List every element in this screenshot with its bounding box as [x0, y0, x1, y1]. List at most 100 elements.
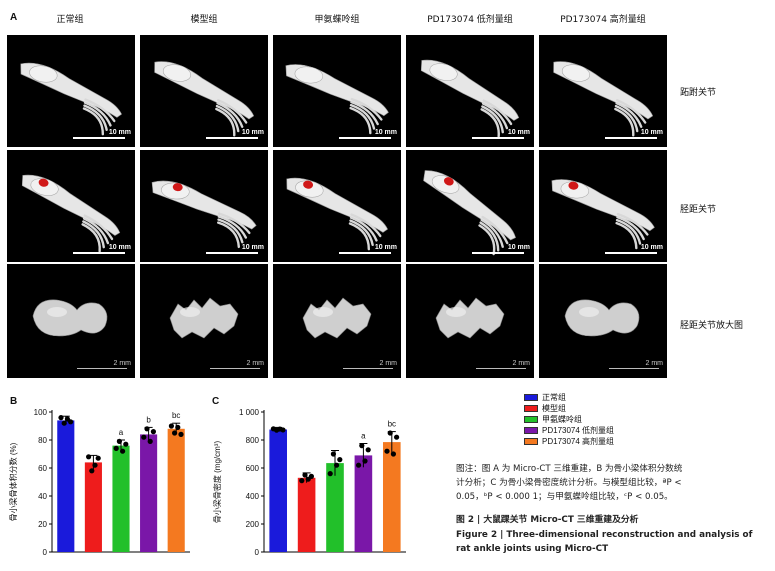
panel-a-letter: A: [10, 12, 18, 23]
figure-note-line-3: 0.05，ᵇP < 0.000 1；与甲氨蝶呤组比较，ᶜP < 0.05。: [456, 492, 673, 502]
bar-4: [140, 434, 158, 552]
figure-title-en-1: Figure 2 | Three-dimensional reconstruct…: [456, 530, 753, 540]
y-tick-label: 400: [246, 492, 260, 501]
scale-bar-label: 2 mm: [113, 360, 132, 367]
figure-title-cn: 图 2 | 大鼠踝关节 Micro-CT 三维重建及分析: [456, 515, 639, 525]
y-tick-label: 0: [255, 548, 260, 557]
figure-note: 图注：图 A 为 Micro-CT 三维重建，B 为骨小梁体积分数统 计分析；C…: [456, 462, 766, 504]
data-point: [58, 415, 64, 421]
scale-bar: [476, 368, 526, 369]
ct-image-model-row-3: 2 mm: [140, 264, 268, 378]
figure-note-line-1: 图注：图 A 为 Micro-CT 三维重建，B 为骨小梁体积分数统: [456, 464, 683, 474]
data-point: [116, 438, 122, 444]
data-point: [365, 447, 371, 453]
ct-image-mtx-row-1: 10 mm: [273, 35, 401, 147]
scale-bar-label: 10 mm: [108, 129, 131, 136]
ct-image-pd-high-row-2: 10 mm: [539, 150, 667, 262]
scale-bar-label: 10 mm: [507, 244, 530, 251]
data-point: [308, 473, 314, 479]
scale-bar: [73, 137, 125, 139]
bar-5: [167, 428, 185, 552]
bar-2: [84, 462, 102, 552]
bar-1: [57, 420, 75, 552]
significance-label: b: [146, 415, 151, 424]
y-tick-label: 20: [38, 520, 47, 529]
ct-image-pd-low-row-1: 10 mm: [406, 35, 534, 147]
bar-5: [382, 442, 401, 552]
data-point: [123, 441, 129, 447]
data-point: [92, 462, 98, 468]
scale-bar: [339, 137, 391, 139]
scale-bar: [206, 252, 258, 254]
row-label-tarsometatarsal: 跖跗关节: [680, 88, 717, 98]
scale-bar-label: 10 mm: [640, 244, 663, 251]
y-tick-label: 40: [38, 492, 47, 501]
significance-label: a: [361, 432, 366, 441]
significance-label: a: [119, 428, 124, 437]
lesion-marker: [172, 183, 183, 192]
legend-item-mtx: 甲氨蝶呤组: [524, 414, 582, 424]
ct-image-normal-row-3: 2 mm: [7, 264, 135, 378]
data-point: [95, 455, 101, 461]
data-point: [120, 448, 126, 454]
figure-title-en-2: rat ankle joints using Micro-CT: [456, 544, 609, 554]
scale-bar: [343, 368, 393, 369]
scale-bar: [605, 252, 657, 254]
y-tick-label: 0: [43, 548, 48, 557]
data-point: [280, 427, 286, 433]
y-axis-label: 骨小梁骨体积分数 (%): [8, 442, 18, 521]
scale-bar: [73, 252, 125, 254]
scale-bar: [472, 252, 524, 254]
lesion-marker: [443, 177, 454, 186]
data-point: [390, 451, 396, 457]
ct-image-model-row-1: 10 mm: [140, 35, 268, 147]
bar-3: [112, 445, 130, 552]
data-point: [394, 434, 400, 440]
significance-label: bc: [388, 420, 396, 429]
scale-bar-label: 10 mm: [108, 244, 131, 251]
ct-image-pd-low-row-3: 2 mm: [406, 264, 534, 378]
significance-label: bc: [172, 411, 180, 420]
ct-image-mtx-row-3: 2 mm: [273, 264, 401, 378]
scale-bar-label: 10 mm: [241, 129, 264, 136]
data-point: [302, 472, 308, 478]
data-point: [175, 424, 181, 430]
chart-bone-volume-fraction: 0 20 40 60 80 100 骨小梁骨体积分数 (%) a b bc: [8, 408, 190, 557]
ct-image-pd-low-row-2: 10 mm: [406, 150, 534, 262]
row-label-tibiotalar-zoom: 胫距关节放大图: [680, 321, 744, 331]
scale-bar: [339, 252, 391, 254]
scale-bar: [210, 368, 260, 369]
ct-image-model-row-2: 10 mm: [140, 150, 268, 262]
data-point: [299, 478, 305, 484]
y-tick-label: 1 000: [239, 408, 260, 417]
data-point: [89, 468, 95, 474]
data-point: [337, 457, 343, 463]
scale-bar: [206, 137, 258, 139]
data-point: [178, 431, 184, 437]
data-point: [356, 462, 362, 468]
data-point: [68, 419, 74, 425]
bar-2: [297, 477, 316, 552]
bar-4: [354, 455, 373, 552]
ct-image-normal-row-1: 10 mm: [7, 35, 135, 147]
column-label-mtx: 甲氨蝶呤组: [314, 15, 360, 25]
ct-image-pd-high-row-3: 2 mm: [539, 264, 667, 378]
scale-bar: [609, 368, 659, 369]
scale-bar-label: 10 mm: [374, 244, 397, 251]
chart-bone-density: 0 200 400 600 800 1 000 骨小梁骨密度 (mg/cm³) a bc: [212, 408, 406, 557]
legend-item-pd-low: PD173074 低剂量组: [524, 425, 614, 435]
lesion-marker: [38, 178, 49, 187]
legend-item-pd-high: PD173074 高剂量组: [524, 436, 614, 446]
figure-note-line-2: 计分析；C 为骨小梁骨密度统计分析。与模型组比较，ªP <: [456, 478, 682, 488]
scale-bar-label: 10 mm: [241, 244, 264, 251]
y-tick-label: 600: [246, 464, 260, 473]
data-point: [359, 443, 365, 449]
y-tick-label: 200: [246, 520, 260, 529]
scale-bar: [77, 368, 127, 369]
y-tick-label: 800: [246, 436, 260, 445]
scale-bar: [472, 137, 524, 139]
bar-3: [326, 463, 344, 552]
scale-bar-label: 10 mm: [507, 129, 530, 136]
scale-bar-label: 10 mm: [640, 129, 663, 136]
data-point: [330, 451, 336, 457]
